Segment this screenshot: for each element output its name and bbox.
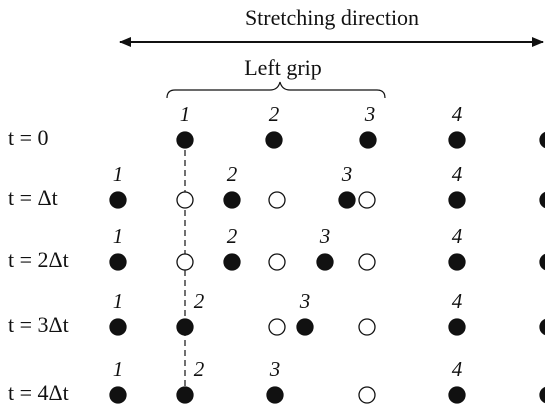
filled-particle [539, 318, 545, 336]
open-particle [358, 253, 376, 271]
particle-number: 3 [299, 289, 311, 313]
particle-number: 4 [452, 224, 463, 248]
rows: t = 0 1 2 3 4 t = Δt 1 2 3 4 t = 2Δt 1 2 3 4 t = 3Δt 1 2 3… [8, 102, 545, 405]
filled-particle [338, 191, 356, 209]
filled-particle [265, 131, 283, 149]
row-label: t = 2Δt [8, 247, 69, 272]
filled-particle [109, 253, 127, 271]
open-particle [268, 253, 286, 271]
filled-particle [448, 191, 466, 209]
particle-number: 1 [113, 357, 124, 381]
open-particle [268, 191, 286, 209]
filled-particle [448, 253, 466, 271]
grip-brace [166, 81, 386, 99]
filled-particle [109, 386, 127, 404]
filled-particle [266, 386, 284, 404]
filled-particle [223, 191, 241, 209]
open-particle [176, 191, 194, 209]
filled-particle [109, 191, 127, 209]
particle-number: 3 [319, 224, 331, 248]
particle-number: 4 [452, 102, 463, 126]
filled-particle [109, 318, 127, 336]
particle-number: 1 [113, 224, 124, 248]
filled-particle [448, 131, 466, 149]
title: Stretching direction [245, 5, 419, 30]
row-label: t = Δt [8, 185, 58, 210]
filled-particle [359, 131, 377, 149]
filled-particle [316, 253, 334, 271]
open-particle [358, 191, 376, 209]
filled-particle [176, 131, 194, 149]
particle-number: 2 [227, 162, 238, 186]
grip-label: Left grip [244, 55, 322, 80]
filled-particle [539, 131, 545, 149]
particle-number: 2 [194, 357, 205, 381]
particle-number: 3 [364, 102, 376, 126]
particle-number: 2 [269, 102, 280, 126]
particle-number: 1 [113, 162, 124, 186]
open-particle [176, 253, 194, 271]
particle-number: 3 [269, 357, 281, 381]
row-label: t = 3Δt [8, 312, 69, 337]
particle-number: 2 [227, 224, 238, 248]
row-label: t = 4Δt [8, 380, 69, 405]
filled-particle [539, 253, 545, 271]
particle-number: 1 [180, 102, 191, 126]
filled-particle [223, 253, 241, 271]
filled-particle [448, 386, 466, 404]
particle-number: 2 [194, 289, 205, 313]
particle-number: 1 [113, 289, 124, 313]
particle-number: 3 [341, 162, 353, 186]
filled-particle [176, 386, 194, 404]
filled-particle [448, 318, 466, 336]
open-particle [268, 318, 286, 336]
filled-particle [296, 318, 314, 336]
filled-particle [539, 191, 545, 209]
particle-number: 4 [452, 162, 463, 186]
filled-particle [539, 386, 545, 404]
particle-number: 4 [452, 357, 463, 381]
row-label: t = 0 [8, 125, 49, 150]
particle-number: 4 [452, 289, 463, 313]
filled-particle [176, 318, 194, 336]
open-particle [358, 318, 376, 336]
open-particle [358, 386, 376, 404]
